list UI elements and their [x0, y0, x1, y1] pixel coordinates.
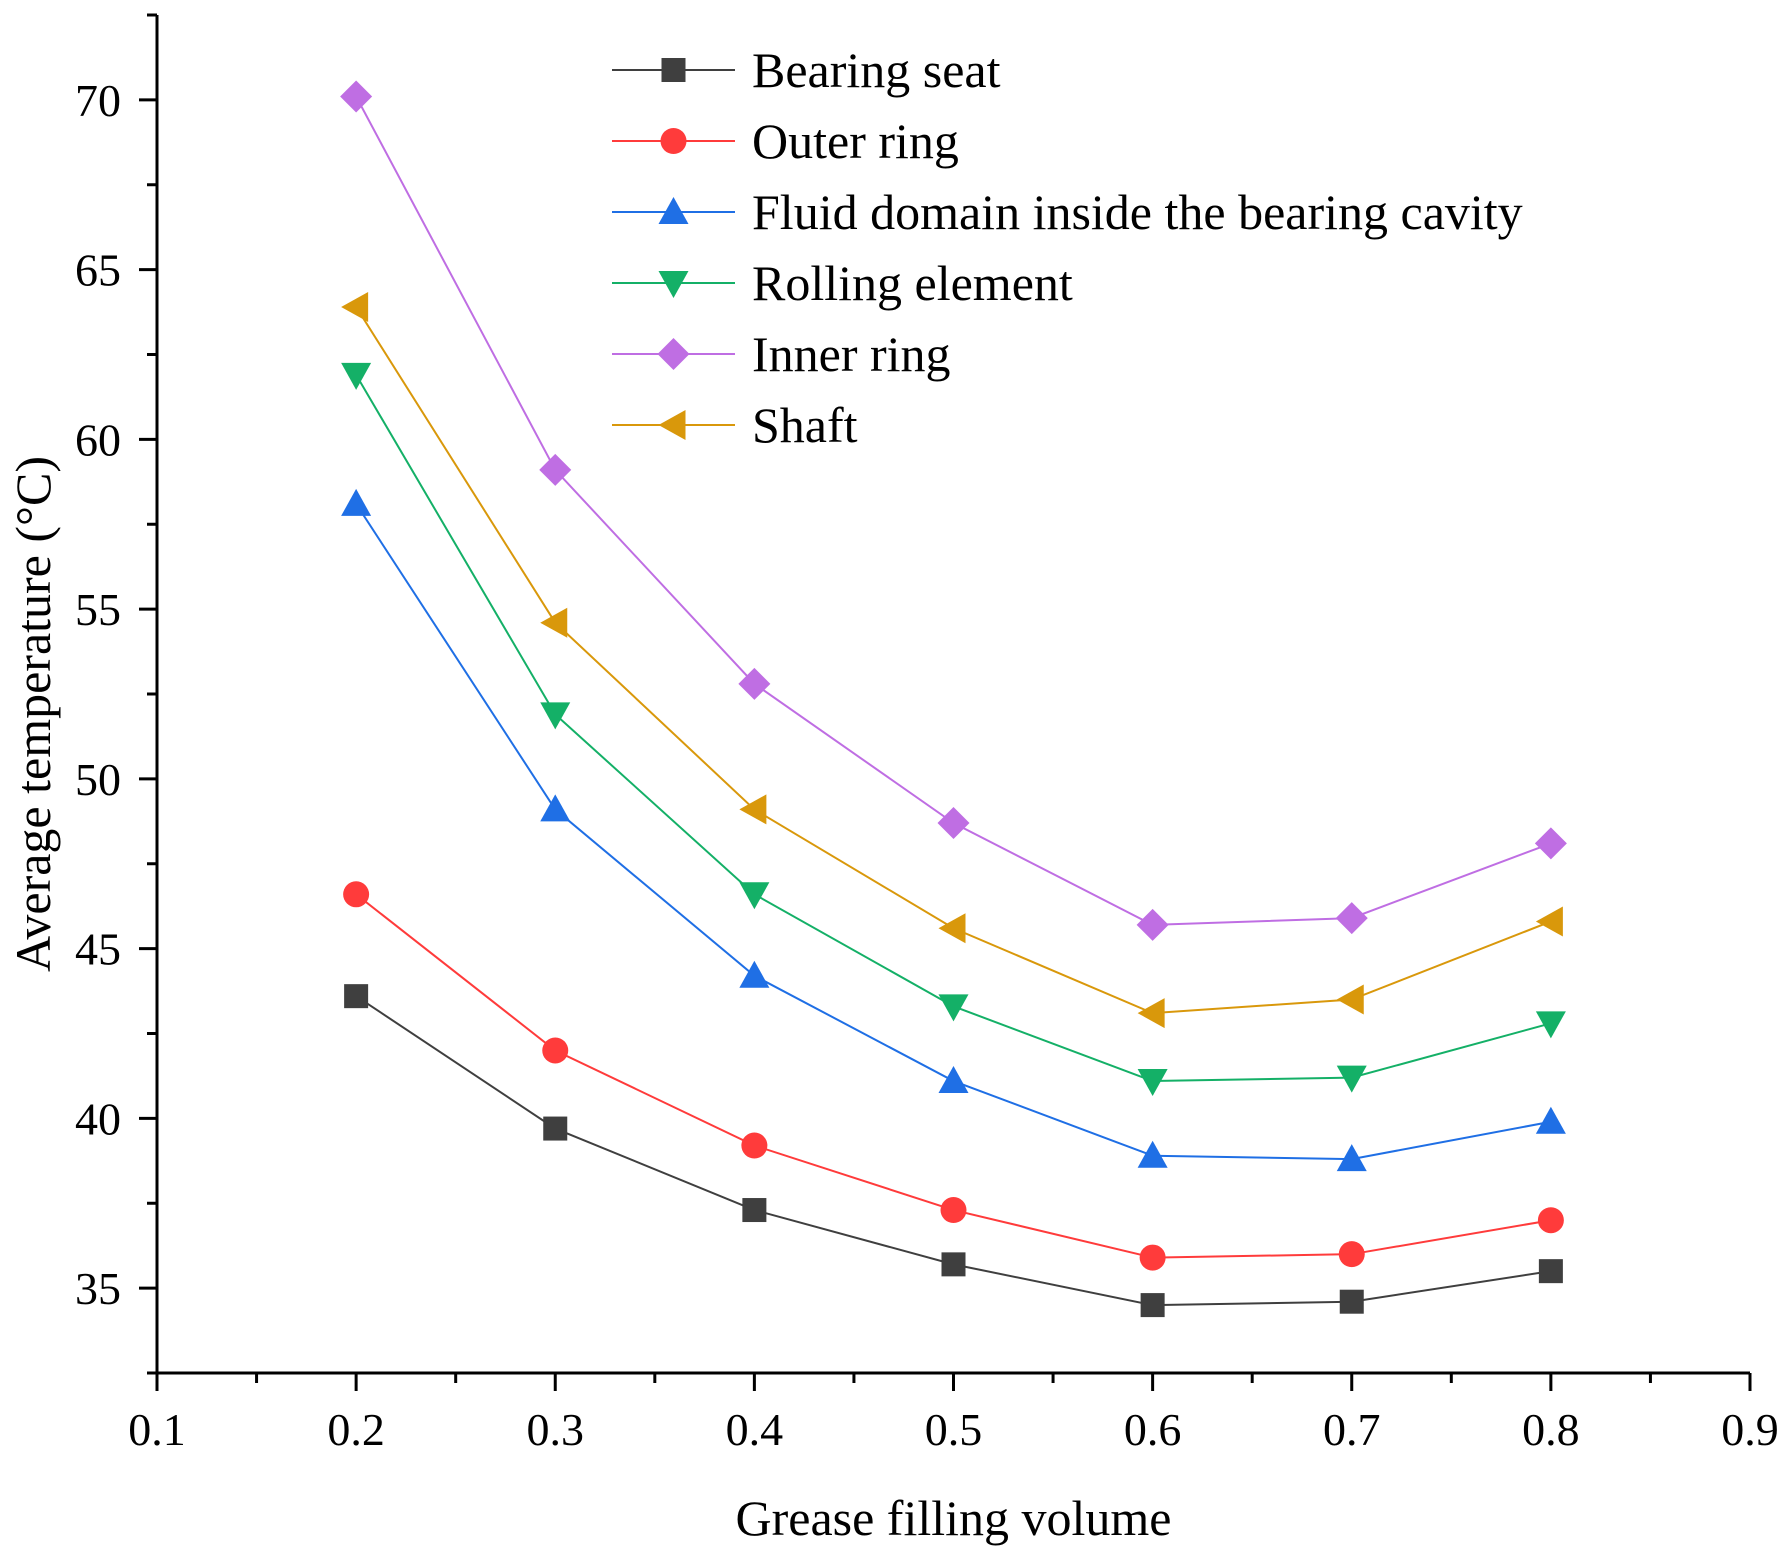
data-point	[938, 913, 966, 944]
series-line	[355, 306, 1552, 1015]
legend-item: Bearing seat	[612, 42, 1001, 98]
x-tick-label: 0.1	[128, 1404, 186, 1455]
data-point	[1336, 984, 1364, 1015]
data-point	[1336, 1144, 1367, 1172]
data-point	[1136, 908, 1169, 941]
data-point	[1137, 1069, 1168, 1097]
data-point	[938, 994, 969, 1022]
y-tick-label: 35	[75, 1263, 121, 1314]
x-tick-label: 0.8	[1522, 1404, 1580, 1455]
y-tick-label: 55	[75, 584, 121, 635]
series-bearing-seat	[344, 984, 1563, 1318]
legend-label: Shaft	[752, 397, 858, 453]
data-point	[742, 1198, 767, 1223]
legend-marker	[658, 197, 689, 224]
data-point	[739, 960, 770, 988]
data-point	[739, 882, 770, 910]
legend: Bearing seat Outer ring Fluid domain insid…	[612, 42, 1523, 453]
plot-series	[340, 80, 1567, 1318]
legend-item: Inner ring	[612, 326, 951, 382]
data-point	[1139, 1244, 1166, 1271]
x-tick-label: 0.4	[726, 1404, 784, 1455]
x-tick-label: 0.7	[1323, 1404, 1381, 1455]
series-line	[355, 374, 1552, 1083]
legend-label: Rolling element	[752, 255, 1073, 311]
data-point	[1535, 1011, 1566, 1039]
x-tick-label: 0.2	[327, 1404, 385, 1455]
legend-marker	[657, 338, 690, 370]
legend-marker	[660, 128, 687, 154]
x-axis-title: Grease filling volume	[736, 1490, 1172, 1546]
y-tick-label: 45	[75, 924, 121, 975]
series-shaft	[341, 291, 1563, 1029]
data-point	[738, 667, 771, 700]
data-point	[341, 488, 372, 516]
x-tick-label: 0.9	[1721, 1404, 1779, 1455]
data-point	[540, 794, 571, 822]
data-point	[741, 1132, 768, 1159]
series-outer-ring	[343, 881, 1564, 1271]
data-point	[343, 881, 370, 908]
legend-marker	[658, 410, 686, 440]
data-point	[542, 1037, 569, 1064]
data-point	[937, 807, 970, 840]
data-point	[540, 607, 568, 638]
data-point	[340, 80, 373, 113]
data-point	[938, 1066, 969, 1094]
series-rolling-element	[341, 362, 1566, 1097]
legend-marker	[658, 271, 689, 298]
data-point	[1534, 827, 1567, 860]
data-point	[539, 453, 572, 486]
x-tick-label: 0.3	[527, 1404, 585, 1455]
data-point	[739, 794, 767, 825]
data-point	[1535, 1106, 1566, 1134]
data-point	[540, 702, 571, 730]
x-tick-label: 0.6	[1124, 1404, 1182, 1455]
data-point	[1137, 1140, 1168, 1168]
data-point	[1339, 1289, 1364, 1314]
data-point	[543, 1116, 568, 1141]
x-tick-label: 0.5	[925, 1404, 983, 1455]
y-tick-label: 70	[75, 75, 121, 126]
data-point	[341, 291, 369, 322]
legend-item: Fluid domain inside the bearing cavity	[612, 184, 1523, 240]
legend-item: Shaft	[612, 397, 858, 453]
data-point	[1537, 1207, 1564, 1234]
y-tick-label: 65	[75, 245, 121, 296]
ticks: 0.1 0.2 0.3 0.4 0.5 0.6 0.7 0.8 0.9 35 40 45 50 55 60 6…	[75, 13, 1779, 1455]
data-point	[341, 362, 372, 390]
data-point	[941, 1252, 966, 1277]
data-point	[1336, 1065, 1367, 1093]
legend-label: Outer ring	[752, 113, 959, 169]
data-point	[344, 984, 369, 1009]
data-point	[1137, 998, 1165, 1029]
y-axis-title: Average temperature (°C)	[5, 456, 61, 972]
legend-item: Outer ring	[612, 113, 959, 169]
y-tick-label: 50	[75, 754, 121, 805]
data-point	[1140, 1293, 1165, 1318]
legend-label: Fluid domain inside the bearing cavity	[752, 184, 1523, 240]
data-point	[1335, 902, 1368, 935]
data-point	[1538, 1259, 1563, 1284]
data-point	[940, 1197, 967, 1224]
legend-item: Rolling element	[612, 255, 1073, 311]
legend-label: Bearing seat	[752, 42, 1001, 98]
legend-label: Inner ring	[752, 326, 951, 382]
y-tick-label: 60	[75, 414, 121, 465]
data-point	[1535, 906, 1563, 937]
series-fluid-domain-inside-the-bearing-cavity	[341, 488, 1566, 1172]
y-tick-label: 40	[75, 1093, 121, 1144]
series-inner-ring	[340, 80, 1567, 941]
legend-marker	[661, 58, 686, 82]
data-point	[1338, 1241, 1365, 1268]
